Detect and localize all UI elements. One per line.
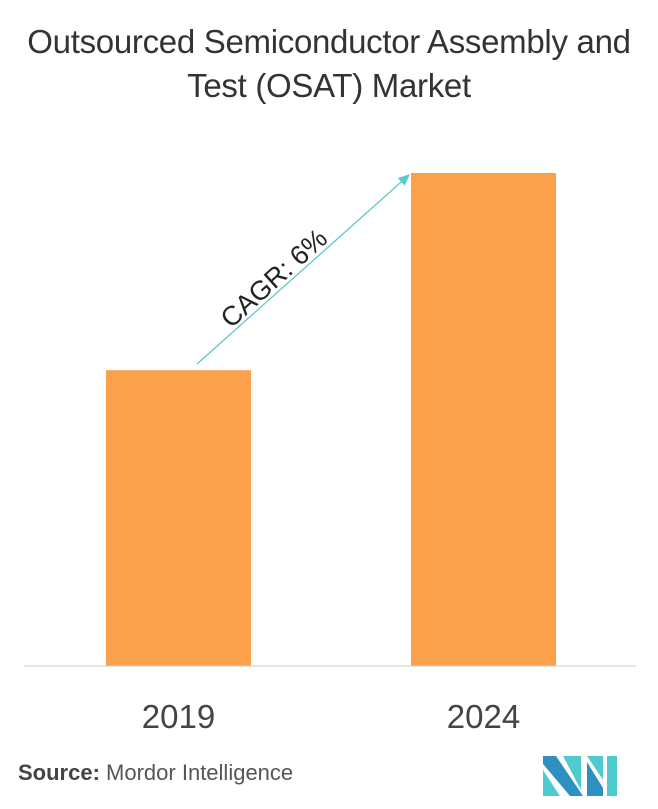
- x-tick-label: 2024: [447, 698, 520, 735]
- chart-title: Outsourced Semiconductor Assembly and Te…: [27, 23, 631, 104]
- source-label: Source:: [18, 760, 100, 785]
- mordor-intelligence-logo: [543, 756, 617, 796]
- cagr-arrow: [196, 174, 410, 365]
- source-text: Mordor Intelligence: [106, 760, 294, 785]
- cagr-label: CAGR: 6%: [215, 223, 333, 334]
- bar-2024: [411, 173, 556, 666]
- bar-2019: [106, 370, 251, 666]
- source-note: Source: Mordor Intelligence: [18, 760, 293, 786]
- x-tick-label: 2019: [142, 698, 215, 735]
